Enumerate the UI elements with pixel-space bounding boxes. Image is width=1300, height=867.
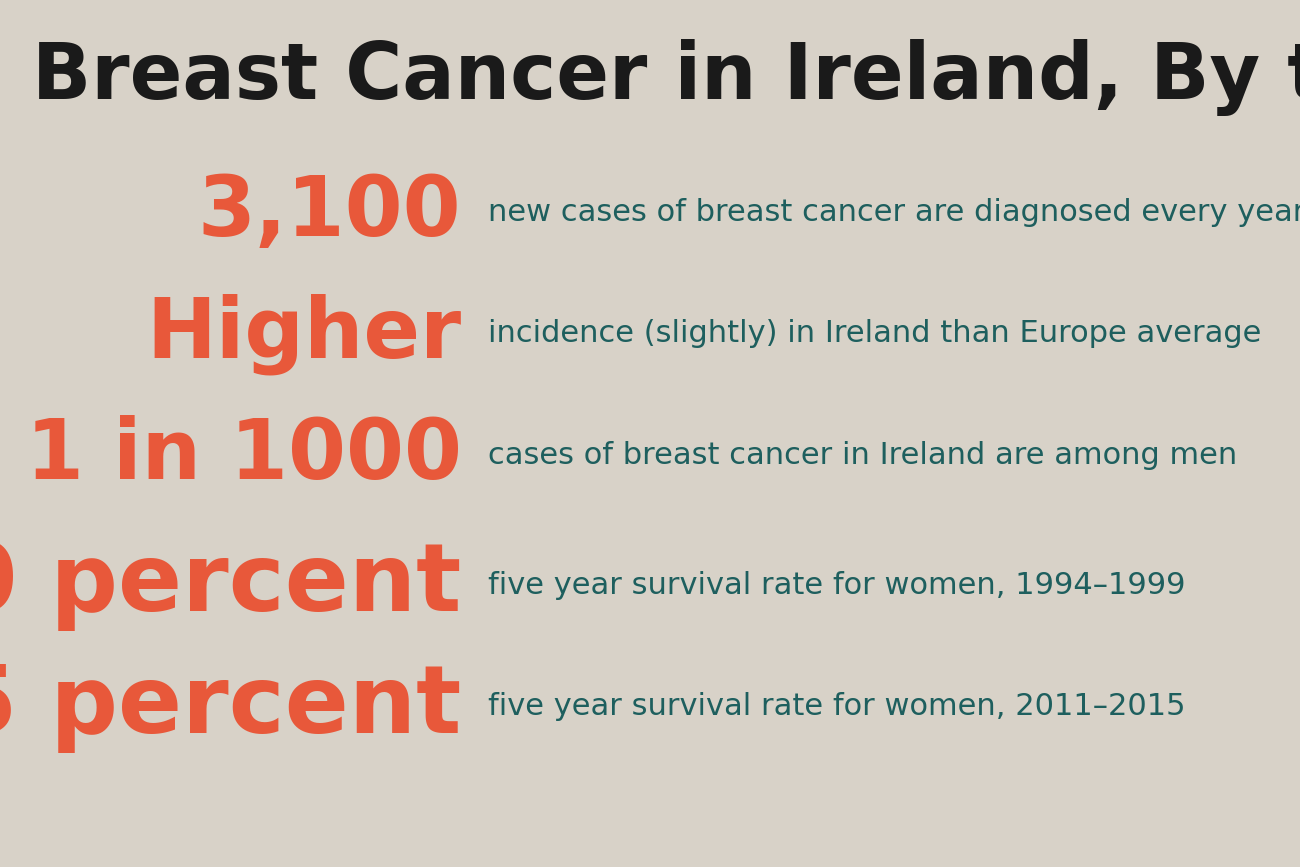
Text: 3,100: 3,100 [198,172,462,253]
Text: 70 percent: 70 percent [0,539,462,631]
Text: Higher: Higher [147,293,462,375]
Text: 1 in 1000: 1 in 1000 [26,414,461,496]
Text: new cases of breast cancer are diagnosed every year: new cases of breast cancer are diagnosed… [488,198,1300,227]
Text: five year survival rate for women, 2011–2015: five year survival rate for women, 2011–… [488,692,1186,721]
Text: 85 percent: 85 percent [0,661,462,753]
Text: cases of breast cancer in Ireland are among men: cases of breast cancer in Ireland are am… [488,440,1236,470]
Text: five year survival rate for women, 1994–1999: five year survival rate for women, 1994–… [488,570,1186,600]
Text: Breast Cancer in Ireland, By the Numbers: Breast Cancer in Ireland, By the Numbers [32,39,1300,116]
Text: incidence (slightly) in Ireland than Europe average: incidence (slightly) in Ireland than Eur… [488,319,1261,349]
